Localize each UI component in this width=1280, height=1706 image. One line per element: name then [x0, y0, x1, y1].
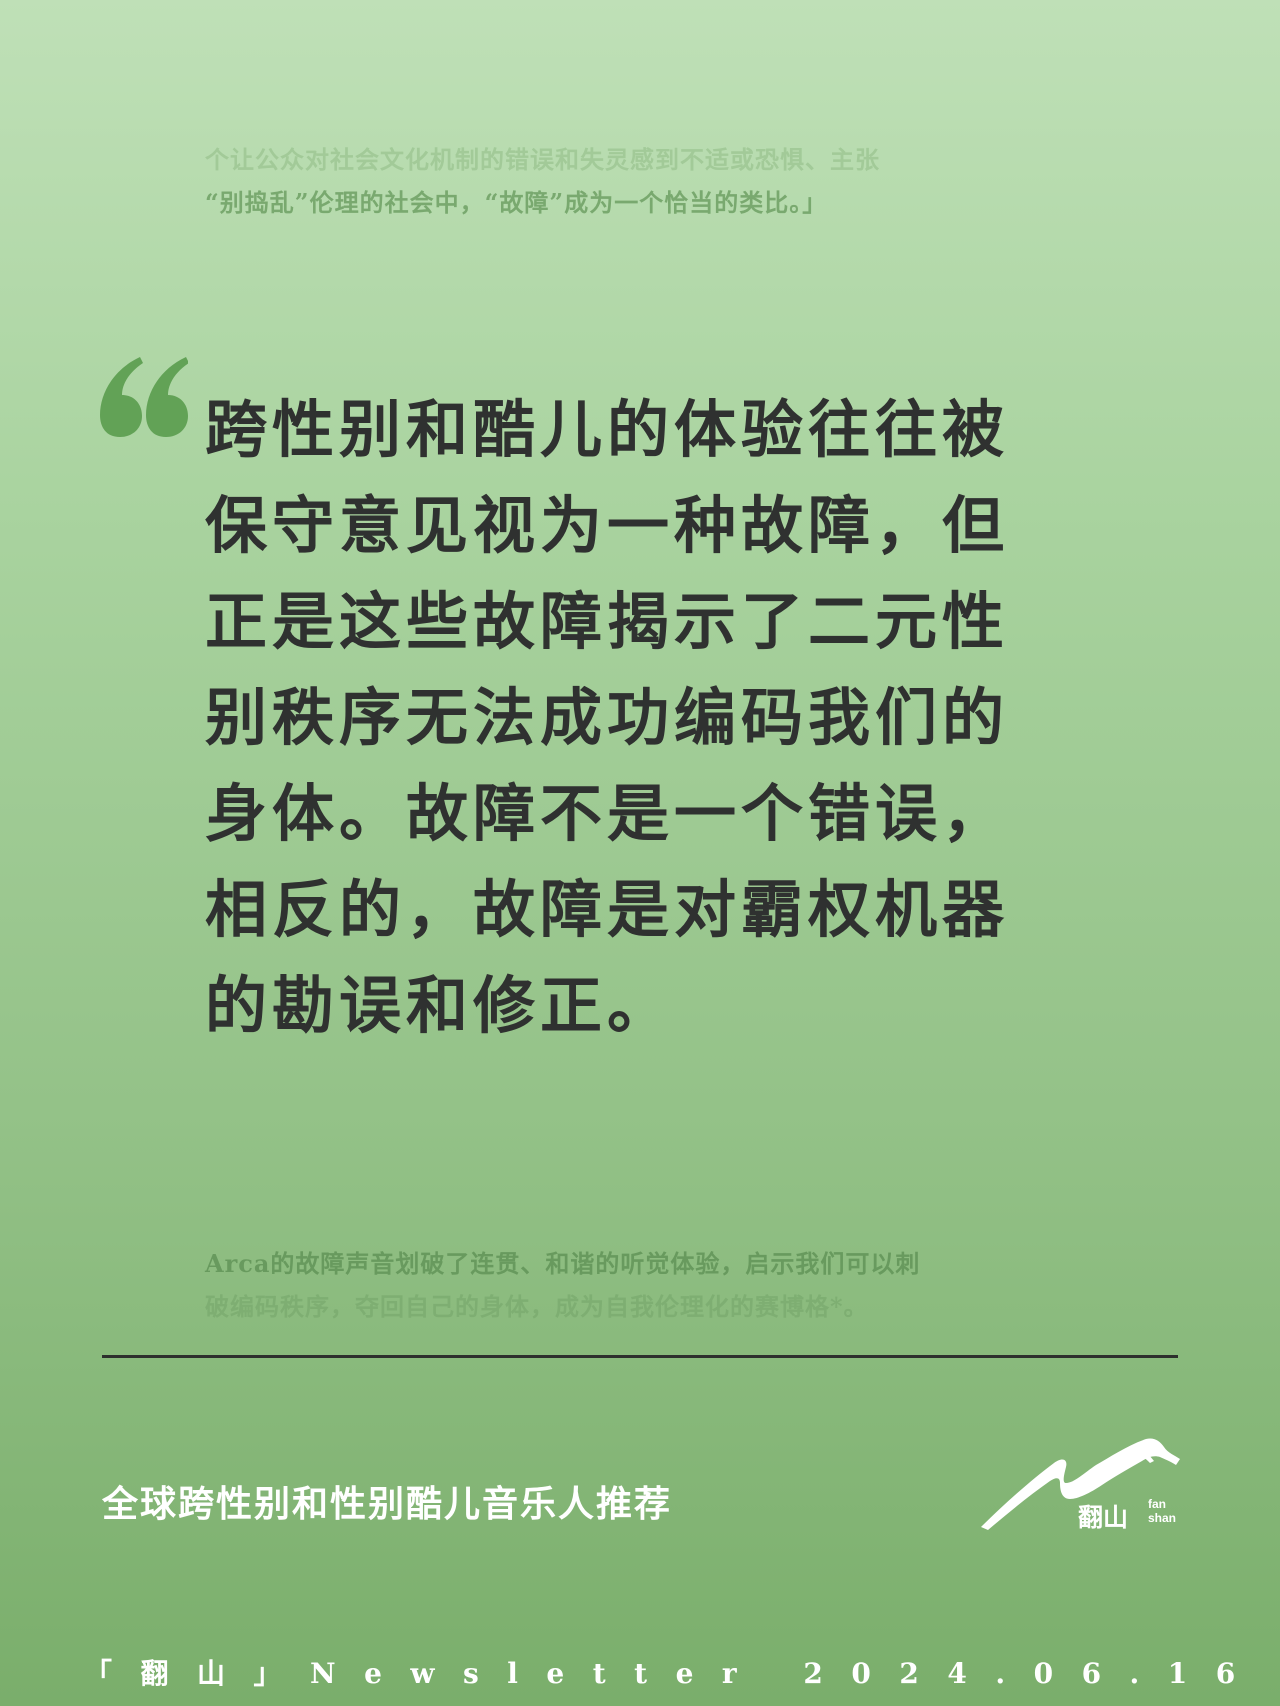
- quote-line-6: 相反的，故障是对霸权机器: [205, 873, 1010, 946]
- top-excerpt-line-1: 个让公众对社会文化机制的错误和失灵感到不适或恐惧、主张: [205, 145, 880, 174]
- bottom-excerpt-line-1: Arca的故障声音划破了连贯、和谐的听觉体验，启示我们可以刺: [205, 1249, 921, 1278]
- logo-chinese-text: 翻山: [1078, 1503, 1129, 1532]
- logo-english-text: fan shan: [1148, 1497, 1180, 1525]
- quote-line-7: 的勘误和修正。: [205, 969, 675, 1042]
- quote-line-4: 别秩序无法成功编码我们的: [205, 681, 1010, 754]
- quote-line-3: 正是这些故障揭示了二元性: [205, 585, 1010, 658]
- main-quote: 跨性别和酷儿的体验往往被 保守意见视为一种故障，但 正是这些故障揭示了二元性 别…: [205, 382, 1005, 1054]
- logo-english-line-1: fan: [1148, 1497, 1166, 1511]
- divider: [102, 1355, 1178, 1358]
- quote-mark-icon: [100, 357, 188, 437]
- top-excerpt: 个让公众对社会文化机制的错误和失灵感到不适或恐惧、主张 “别捣乱”伦理的社会中，…: [205, 138, 995, 224]
- quote-line-2: 保守意见视为一种故障，但: [205, 489, 1010, 562]
- footer-title: 全球跨性别和性别酷儿音乐人推荐: [102, 1483, 673, 1525]
- fanshan-logo-icon: [981, 1438, 1180, 1530]
- bottom-excerpt-line-2: 破编码秩序，夺回自己的身体，成为自我伦理化的赛博格*。: [205, 1292, 869, 1321]
- top-excerpt-line-2: “别捣乱”伦理的社会中，“故障”成为一个恰当的类比。」: [205, 188, 828, 217]
- quote-line-1: 跨性别和酷儿的体验往往被: [205, 393, 1010, 466]
- bottom-excerpt: Arca的故障声音划破了连贯、和谐的听觉体验，启示我们可以刺 破编码秩序，夺回自…: [205, 1242, 995, 1328]
- newsletter-label: 「翻山」Newsletter 2024.06.16: [84, 1657, 1264, 1690]
- quote-line-5: 身体。故障不是一个错误，: [205, 777, 1010, 850]
- logo-english-line-2: shan: [1148, 1511, 1177, 1525]
